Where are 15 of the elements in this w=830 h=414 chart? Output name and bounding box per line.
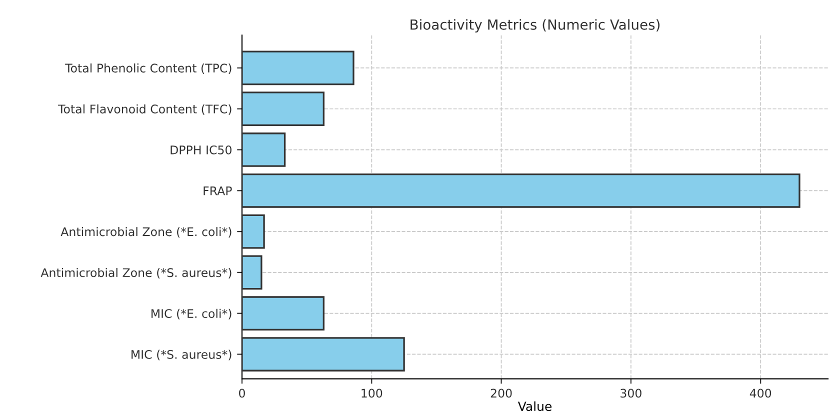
x-tick-label: 0 <box>239 388 245 398</box>
x-tick-label: 200 <box>490 388 512 398</box>
y-tick-label: FRAP <box>204 186 232 196</box>
y-tick-label: Total Flavonoid Content (TFC) <box>58 104 232 115</box>
x-axis-title: Value <box>518 401 552 412</box>
x-tick-label: 400 <box>750 388 772 398</box>
y-tick-label: MIC (*E. coli*) <box>152 308 232 320</box>
x-tick-label: 300 <box>620 388 642 398</box>
y-tick-label: DPPH IC50 <box>170 145 232 154</box>
x-tick-label: 100 <box>362 388 382 398</box>
chart-title: Bioactivity Metrics (Numeric Values) <box>410 19 660 33</box>
y-tick-label: Antimicrobial Zone (*E. coli*) <box>60 227 232 238</box>
y-tick-label: Total Phenolic Content (TPC) <box>65 63 232 74</box>
y-tick-label: MIC (*S. aureus*) <box>132 350 232 360</box>
y-tick-label: Antimicrobial Zone (*S. aureus*) <box>40 268 232 278</box>
